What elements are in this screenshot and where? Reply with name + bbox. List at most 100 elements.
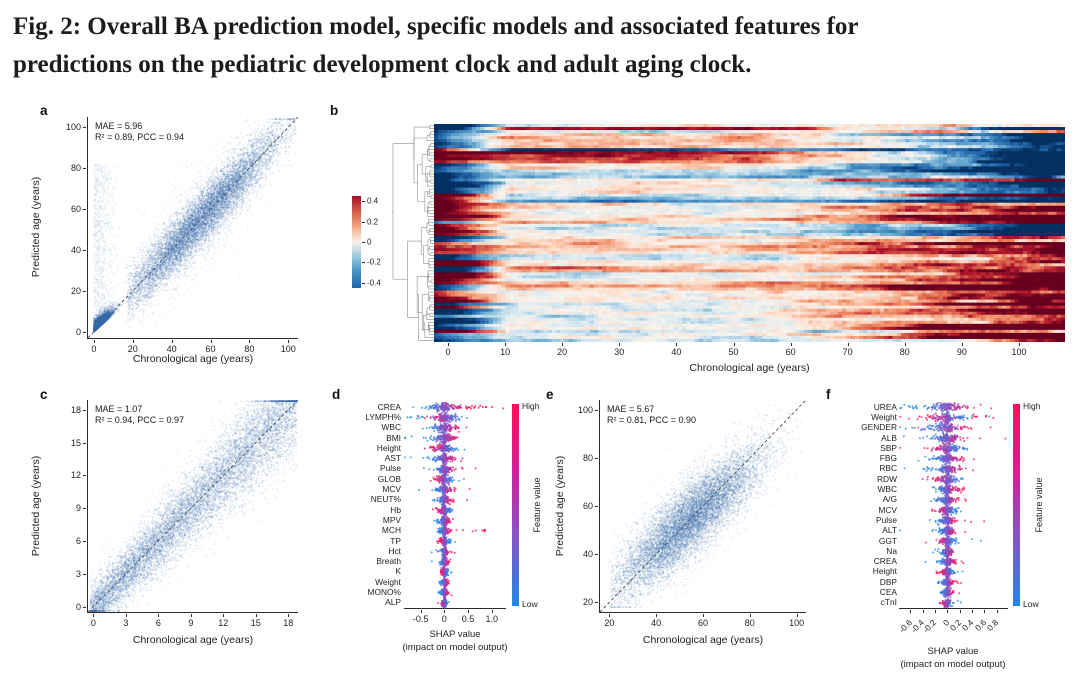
x-tick-mark (847, 343, 849, 346)
x-tick-mark (676, 343, 678, 346)
feature-label: FBG (879, 453, 897, 464)
feature-label: Height (376, 442, 401, 453)
feature-label: A/G (882, 494, 897, 505)
panel-d-beeswarm-canvas (404, 402, 506, 608)
panel-letter-c: c (40, 387, 48, 402)
feature-label: NEUT% (370, 494, 401, 505)
feature-label: ALB (881, 432, 897, 443)
feature-label: Pulse (380, 463, 401, 474)
panel-f-x-axis-label-line1: SHAP value (927, 646, 979, 657)
panel-e-stats: MAE = 5.67 R² = 0.81, PCC = 0.90 (607, 404, 696, 426)
y-tick-mark (83, 508, 86, 510)
panel-letter-b: b (330, 103, 339, 118)
x-tick-mark (959, 610, 961, 613)
feature-label: WBC (381, 422, 401, 433)
y-tick-label: 80 (70, 163, 81, 174)
x-tick-mark (796, 614, 798, 617)
feature-label: Weight (375, 576, 401, 587)
colorbar-tick-label: 0.2 (367, 217, 379, 227)
x-tick-label: 12 (218, 618, 229, 628)
colorbar-tick-label: 0.4 (367, 196, 379, 206)
feature-label: TP (390, 535, 401, 546)
feature-label: Hb (390, 504, 401, 515)
x-tick-mark (288, 614, 290, 617)
y-tick-label: 3 (75, 568, 81, 579)
y-tick-label: 6 (75, 535, 81, 546)
colorbar-tick-mark (362, 201, 365, 203)
colorbar-tick-label: 0 (367, 237, 372, 247)
x-tick-mark (609, 614, 611, 617)
feature-label: WBC (877, 484, 897, 495)
panel-e-plot: MAE = 5.67 R² = 0.81, PCC = 0.90 (599, 400, 806, 613)
feature-label: DBP (879, 576, 897, 587)
panel-a-plot: MAE = 5.96 R² = 0.89, PCC = 0.94 (87, 117, 298, 339)
panel-d-x-axis-label-line1: SHAP value (429, 629, 481, 640)
feature-label: RDW (876, 473, 897, 484)
colorbar-tick-mark (362, 282, 365, 284)
panel-e-x-axis-label: Chronological age (years) (642, 634, 764, 646)
feature-label: Hct (388, 545, 401, 556)
x-tick-mark (210, 340, 212, 343)
x-tick-label: 0 (441, 614, 447, 624)
x-tick-label: 40 (671, 347, 682, 357)
panel-c-r2-pcc: R² = 0.94, PCC = 0.97 (95, 415, 185, 425)
feature-label: UREA (873, 401, 897, 412)
feature-label: SBP (880, 442, 897, 453)
y-tick-mark (83, 540, 86, 542)
panel-e-r2-pcc: R² = 0.81, PCC = 0.90 (607, 415, 697, 425)
x-tick-label: 20 (127, 344, 138, 354)
x-tick-label: 0 (90, 618, 96, 628)
x-tick-label: 60 (697, 618, 709, 628)
y-tick-label: 60 (70, 204, 81, 215)
feature-label: Weight (871, 411, 897, 422)
y-tick-label: 80 (582, 452, 593, 463)
x-tick-mark (93, 340, 95, 343)
x-tick-label: 50 (728, 347, 739, 357)
y-tick-mark (595, 602, 598, 604)
x-tick-mark (288, 340, 290, 343)
y-tick-mark (83, 331, 86, 333)
x-tick-label: 90 (956, 347, 967, 357)
feature-label: cTnI (880, 597, 897, 608)
x-tick-label: 100 (1011, 347, 1027, 357)
y-tick-mark (83, 168, 86, 170)
x-tick-mark (125, 614, 127, 617)
x-tick-mark (910, 610, 912, 613)
y-tick-mark (83, 409, 86, 411)
x-tick-label: 10 (500, 347, 511, 357)
y-tick-mark (595, 554, 598, 556)
panel-d-colorbar-low-label: Low (522, 599, 538, 609)
y-tick-mark (83, 250, 86, 251)
x-tick-mark (255, 614, 257, 617)
figure-caption: Fig. 2: Overall BA prediction model, spe… (13, 8, 1073, 84)
panel-f-plot (899, 402, 1008, 609)
panel-f-x-axis-label-line2: (impact on model output) (900, 659, 1006, 670)
x-tick-mark (1019, 343, 1020, 346)
colorbar-tick-label: -0.2 (367, 257, 381, 267)
x-tick-mark (749, 614, 751, 617)
panel-f-colorbar (1013, 404, 1020, 606)
x-tick-mark (703, 614, 704, 617)
feature-label: MCV (382, 484, 401, 495)
feature-label: Pulse (876, 514, 897, 525)
panel-d-colorbar (512, 404, 519, 606)
panel-a-r2-pcc: R² = 0.89, PCC = 0.94 (95, 132, 185, 142)
x-tick-label: 0 (91, 344, 97, 354)
colorbar-tick-mark (362, 221, 365, 223)
x-tick-label: 15 (250, 618, 261, 628)
y-tick-label: 0 (75, 601, 81, 612)
x-tick-mark (790, 343, 792, 346)
x-tick-label: 30 (614, 347, 625, 357)
x-tick-label: 80 (244, 344, 255, 354)
panel-c-scatter-canvas (88, 400, 298, 612)
y-tick-mark (83, 606, 86, 608)
y-tick-mark (83, 127, 86, 129)
x-tick-label-text: -0.2 (921, 617, 939, 635)
y-tick-mark (595, 457, 598, 459)
x-tick-mark (972, 610, 974, 613)
feature-label: CREA (377, 401, 401, 412)
y-tick-label: 0 (75, 326, 81, 337)
x-tick-label: 6 (155, 618, 161, 628)
figure-caption-line2: predictions on the pediatric development… (13, 51, 752, 78)
